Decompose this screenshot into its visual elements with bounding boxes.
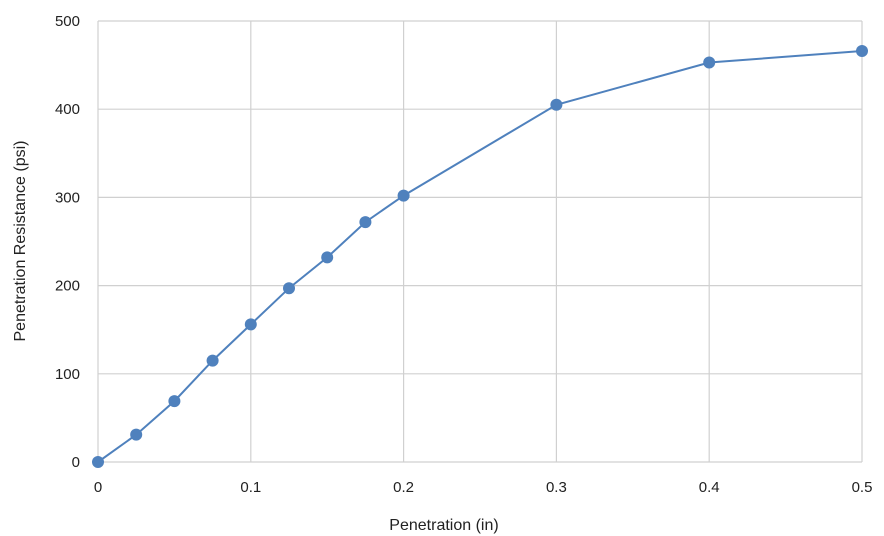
gridlines (97, 20, 863, 463)
y-tick-label: 400 (55, 101, 80, 118)
data-point (703, 56, 716, 69)
data-point (856, 44, 868, 57)
y-tick-label: 300 (55, 189, 80, 206)
x-tick-label: 0.1 (240, 479, 261, 496)
data-point (92, 456, 104, 468)
data-point (397, 189, 410, 202)
x-axis-title: Penetration (in) (389, 517, 498, 534)
data-point (359, 216, 372, 229)
x-tick-label: 0.5 (852, 479, 873, 496)
data-point (168, 395, 181, 408)
data-point (550, 98, 563, 111)
series (92, 44, 868, 468)
x-tick-label: 0.4 (699, 479, 720, 496)
x-tick-label: 0 (94, 479, 102, 496)
y-tick-label: 0 (72, 454, 80, 471)
y-tick-label: 500 (55, 13, 80, 30)
y-tick-label: 200 (55, 278, 80, 295)
data-point (321, 251, 334, 264)
y-tick-label: 100 (55, 366, 80, 383)
series-line (97, 50, 863, 463)
x-tick-label: 0.2 (393, 479, 414, 496)
y-axis-title: Penetration Resistance (psi) (12, 141, 29, 342)
data-point (206, 354, 219, 367)
tick-labels: 0 0.1 0.2 0.3 0.4 0.5 0 100 200 300 400 500 (55, 13, 872, 496)
data-point (130, 428, 143, 441)
x-tick-label: 0.3 (546, 479, 567, 496)
data-point (283, 282, 295, 295)
data-point (244, 318, 257, 331)
